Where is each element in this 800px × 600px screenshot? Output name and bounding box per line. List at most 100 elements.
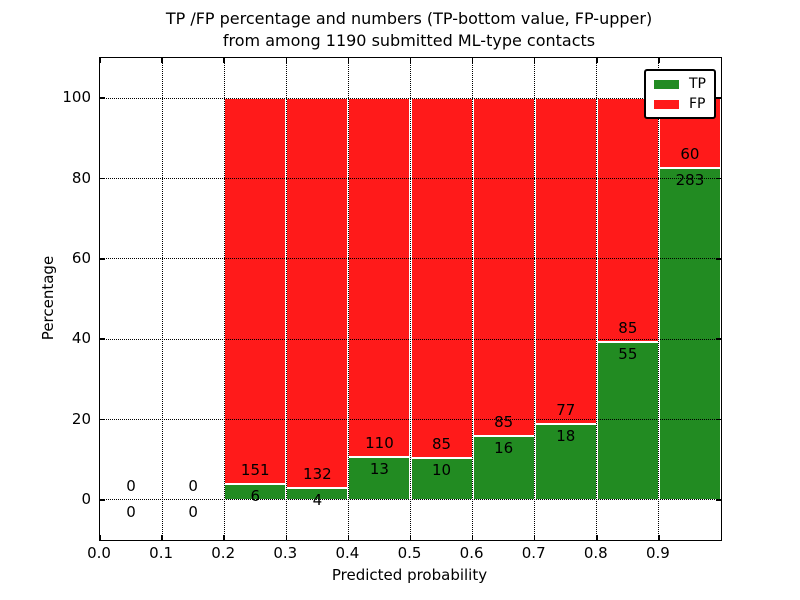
y-tick-mark (716, 177, 721, 180)
x-tick-mark (471, 58, 474, 63)
gridline-vertical (658, 58, 660, 540)
x-tick-mark (285, 535, 288, 540)
legend-entry-fp: FP (654, 97, 706, 111)
gridline-horizontal (100, 419, 721, 420)
gridline-vertical (223, 58, 225, 540)
bar-segment-fp (410, 98, 473, 458)
x-tick-label: 0.1 (149, 544, 174, 562)
gridline-vertical (410, 58, 411, 540)
x-tick-mark (533, 535, 536, 540)
y-tick-mark (716, 418, 721, 421)
x-tick-mark (596, 58, 598, 63)
x-tick-mark (161, 535, 163, 540)
bar-count-label-fp: 0 (188, 476, 198, 495)
tp-legend-label: TP (689, 76, 706, 92)
gridline-vertical (596, 58, 598, 540)
fp-legend-label: FP (689, 96, 706, 112)
gridline-vertical (347, 58, 349, 540)
bar-labels-layer: 0 0 0 0 151 6 132 4 110 13 85 10 85 16 77 18 85 55 60 283 (100, 58, 721, 540)
gridline-horizontal (100, 178, 721, 179)
bar-count-label-tp: 10 (432, 460, 452, 479)
y-tick-mark (716, 499, 721, 501)
y-tick-mark (716, 258, 721, 260)
bar-count-label-tp: 16 (494, 439, 514, 458)
y-tick-mark (100, 499, 105, 501)
bar-count-label-tp: 13 (369, 460, 389, 479)
bar-segment-tp (534, 423, 597, 500)
bar-segment-fp (472, 98, 535, 437)
x-tick-mark (99, 58, 101, 63)
chart-title-line2: from among 1190 submitted ML-type contac… (222, 31, 596, 50)
y-tick-label: 20 (71, 409, 91, 428)
x-tick-mark (658, 58, 660, 63)
bar-count-label-fp: 0 (126, 476, 136, 495)
gridline-vertical (534, 58, 536, 540)
x-tick-label: 0.6 (459, 544, 484, 562)
bar-count-label-fp: 85 (618, 319, 638, 338)
x-tick-label: 0.4 (335, 544, 360, 562)
bar-count-label-fp: 85 (494, 413, 514, 432)
x-tick-label: 0.0 (87, 544, 111, 562)
x-tick-label: 0.2 (211, 544, 236, 562)
y-tick-label: 0 (81, 489, 91, 508)
gridline-vertical (285, 58, 287, 540)
gridline-horizontal (100, 338, 721, 340)
gridline-horizontal (100, 499, 721, 501)
bar-segment-fp (224, 98, 287, 485)
bar-segment-tp (410, 457, 473, 500)
y-tick-mark (100, 418, 105, 421)
bars-layer (100, 58, 721, 540)
bar-segment-tp (658, 168, 721, 500)
tp-legend-swatch (654, 79, 679, 89)
bar-count-label-tp: 0 (188, 502, 198, 521)
gridline-horizontal (100, 97, 721, 99)
y-tick-mark (716, 97, 721, 99)
y-tick-mark (100, 338, 105, 340)
y-tick-mark (100, 258, 105, 260)
y-tick-mark (100, 177, 105, 180)
x-axis-label: Predicted probability (331, 566, 488, 584)
x-tick-label: 0.3 (273, 544, 298, 562)
bar-count-label-tp: 18 (556, 426, 576, 445)
x-tick-mark (471, 535, 474, 540)
bar-count-label-tp: 4 (312, 491, 323, 510)
y-tick-mark (716, 338, 721, 340)
x-tick-mark (223, 58, 225, 63)
x-tick-label: 0.7 (521, 544, 546, 562)
y-tick-label: 40 (71, 329, 91, 348)
bar-count-label-tp: 6 (250, 487, 261, 506)
chart-title: TP /FP percentage and numbers (TP-bottom… (9, 8, 800, 52)
x-tick-mark (161, 58, 163, 63)
x-tick-mark (347, 58, 350, 63)
bar-count-label-fp: 151 (240, 461, 270, 480)
legend: TP FP (644, 69, 716, 119)
tick-marks-layer (99, 58, 721, 540)
bar-count-label-fp: 85 (432, 434, 452, 453)
plot-area: 0 0 0 0 151 6 132 4 110 13 85 10 85 16 77 18 85 55 60 283 T… (99, 57, 722, 541)
x-tick-mark (285, 58, 288, 63)
bar-count-label-tp: 0 (126, 502, 136, 521)
bar-count-label-tp: 55 (618, 345, 638, 364)
gridline-vertical (472, 58, 474, 540)
gridline-vertical (161, 58, 163, 540)
bar-segment-tp (348, 457, 411, 500)
x-tick-mark (99, 535, 101, 540)
bar-segment-fp (348, 98, 411, 458)
x-tick-label: 0.8 (583, 544, 608, 562)
bar-segment-tp (224, 484, 287, 500)
x-tick-mark (409, 58, 412, 63)
bar-segment-fp (286, 98, 349, 488)
x-tick-label: 0.5 (397, 544, 422, 562)
gridline-horizontal (100, 258, 721, 260)
bar-count-label-fp: 110 (365, 434, 394, 453)
x-tick-label: 0.9 (645, 544, 670, 562)
x-tick-mark (409, 535, 412, 540)
bar-segment-fp (534, 98, 597, 424)
fp-legend-swatch (654, 99, 679, 109)
x-tick-mark (223, 535, 225, 540)
bar-count-label-fp: 77 (556, 400, 576, 419)
gridlines-layer (100, 58, 721, 540)
bar-count-label-tp: 283 (675, 171, 705, 190)
x-tick-mark (347, 535, 350, 540)
